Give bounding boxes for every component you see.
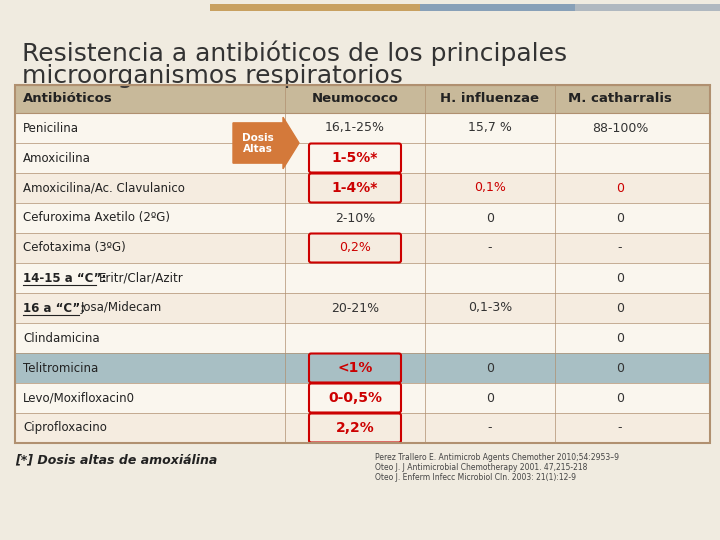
FancyBboxPatch shape: [210, 4, 420, 11]
FancyBboxPatch shape: [15, 413, 710, 443]
FancyBboxPatch shape: [15, 233, 710, 263]
Text: 0: 0: [616, 301, 624, 314]
Text: 0: 0: [616, 361, 624, 375]
FancyBboxPatch shape: [15, 173, 710, 203]
Text: -: -: [618, 422, 622, 435]
Text: -: -: [487, 422, 492, 435]
Text: Neumococo: Neumococo: [312, 92, 398, 105]
Text: M. catharralis: M. catharralis: [568, 92, 672, 105]
Text: 0: 0: [486, 392, 494, 404]
Text: 0: 0: [486, 212, 494, 225]
Text: Amoxicilina/Ac. Clavulanico: Amoxicilina/Ac. Clavulanico: [23, 181, 185, 194]
Text: 0,1-3%: 0,1-3%: [468, 301, 512, 314]
FancyBboxPatch shape: [15, 113, 710, 143]
Text: Dosis: Dosis: [242, 133, 274, 143]
Text: -: -: [618, 241, 622, 254]
Text: Oteo J. J Antimicrobial Chemotherapy 2001. 47,215-218: Oteo J. J Antimicrobial Chemotherapy 200…: [375, 463, 588, 472]
FancyBboxPatch shape: [15, 203, 710, 233]
Text: 2-10%: 2-10%: [335, 212, 375, 225]
FancyBboxPatch shape: [15, 353, 710, 383]
Text: 1-4%*: 1-4%*: [332, 181, 378, 195]
FancyBboxPatch shape: [15, 143, 710, 173]
Text: Amoxicilina: Amoxicilina: [23, 152, 91, 165]
Text: 0,2%: 0,2%: [339, 241, 371, 254]
Text: [*] Dosis altas de amoxiálina: [*] Dosis altas de amoxiálina: [15, 453, 217, 466]
Text: 0,1%: 0,1%: [474, 181, 506, 194]
Text: Josa/Midecam: Josa/Midecam: [81, 301, 162, 314]
Text: microorganismos respiratorios: microorganismos respiratorios: [22, 64, 403, 88]
Text: 16,1-25%: 16,1-25%: [325, 122, 385, 134]
Text: Cefuroxima Axetilo (2ºG): Cefuroxima Axetilo (2ºG): [23, 212, 170, 225]
FancyBboxPatch shape: [15, 293, 710, 323]
Text: 0: 0: [616, 212, 624, 225]
Text: 0: 0: [616, 181, 624, 194]
Text: Cefotaxima (3ºG): Cefotaxima (3ºG): [23, 241, 126, 254]
Text: Clindamicina: Clindamicina: [23, 332, 99, 345]
Text: H. influenzae: H. influenzae: [441, 92, 539, 105]
Text: 0: 0: [486, 361, 494, 375]
Text: Penicilina: Penicilina: [23, 122, 79, 134]
Text: Ciprofloxacino: Ciprofloxacino: [23, 422, 107, 435]
Text: -: -: [487, 241, 492, 254]
Text: Telitromicina: Telitromicina: [23, 361, 98, 375]
Text: Resistencia a antibióticos de los principales: Resistencia a antibióticos de los princi…: [22, 40, 567, 65]
FancyArrow shape: [233, 117, 299, 169]
Text: 0: 0: [616, 392, 624, 404]
Text: 16 a “C”:: 16 a “C”:: [23, 301, 89, 314]
Text: 0: 0: [616, 272, 624, 285]
Text: Levo/Moxifloxacin0: Levo/Moxifloxacin0: [23, 392, 135, 404]
Text: 14-15 a “C”:: 14-15 a “C”:: [23, 272, 110, 285]
Text: Eritr/Clar/Azitr: Eritr/Clar/Azitr: [99, 272, 183, 285]
FancyBboxPatch shape: [15, 263, 710, 293]
FancyBboxPatch shape: [15, 323, 710, 353]
Text: Antibióticos: Antibióticos: [23, 92, 113, 105]
FancyBboxPatch shape: [15, 383, 710, 413]
Text: 20-21%: 20-21%: [331, 301, 379, 314]
Text: 0-0,5%: 0-0,5%: [328, 391, 382, 405]
FancyBboxPatch shape: [420, 4, 575, 11]
Text: Altas: Altas: [243, 144, 273, 154]
FancyBboxPatch shape: [575, 4, 720, 11]
Text: 2,2%: 2,2%: [336, 421, 374, 435]
Text: Perez Trallero E. Antimicrob Agents Chemother 2010;54:2953–9: Perez Trallero E. Antimicrob Agents Chem…: [375, 453, 619, 462]
Text: Oteo J. Enferm Infecc Microbiol Cln. 2003: 21(1):12-9: Oteo J. Enferm Infecc Microbiol Cln. 200…: [375, 473, 576, 482]
Text: 0: 0: [616, 332, 624, 345]
Text: 88-100%: 88-100%: [592, 122, 648, 134]
Text: 15,7 %: 15,7 %: [468, 122, 512, 134]
FancyBboxPatch shape: [15, 85, 710, 113]
Text: <1%: <1%: [337, 361, 373, 375]
Text: 1-5%*: 1-5%*: [332, 151, 378, 165]
